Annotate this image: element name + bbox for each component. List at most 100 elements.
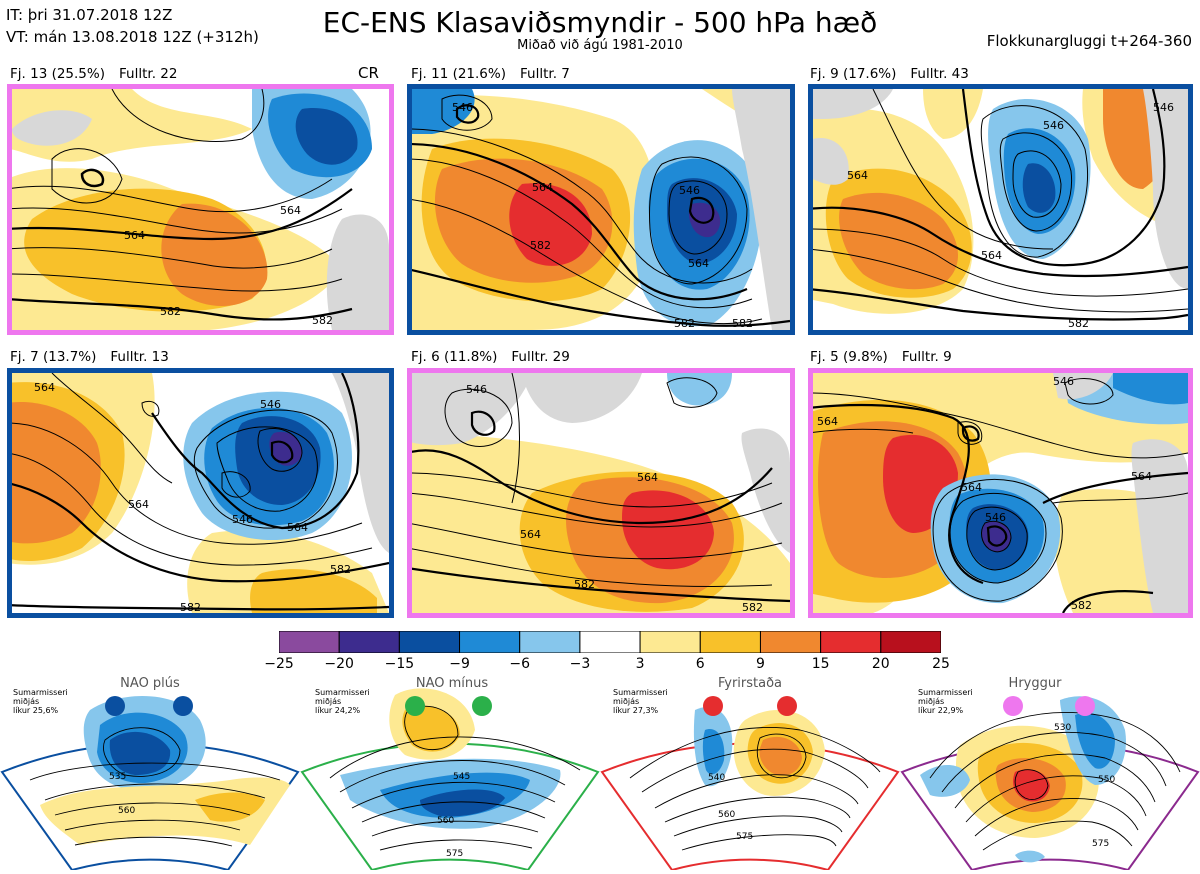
cluster-map-panel-3: 564 546 564 582 546 (808, 84, 1193, 335)
anomaly-map-3: 564 546 564 582 546 (813, 89, 1188, 330)
contour-label: 564 (34, 381, 55, 394)
colorbar-tick-label: 6 (695, 656, 705, 672)
regime-dot (1075, 696, 1095, 716)
colorbar-swatch (579, 630, 641, 654)
cluster-map-panel-5: 546 564 564 582 582 (407, 368, 795, 618)
colorbar-tick-label: 9 (755, 656, 765, 672)
contour-label: 535 (109, 772, 126, 782)
page-subtitle: Miðað við ágú 1981-2010 (517, 38, 683, 53)
panel-3-label: Fj. 9 (17.6%) Fulltr. 43 (810, 66, 969, 82)
regime-title: Fyrirstaða (717, 676, 783, 691)
regime-dot (1003, 696, 1023, 716)
contour-label: 582 (674, 317, 695, 330)
contour-label: 546 (1043, 119, 1064, 132)
colorbar-swatch (880, 630, 942, 654)
header-times: IT: þri 31.07.2018 12Z VT: mán 13.08.201… (6, 4, 259, 48)
climate-regime-blocking: 540 560 575 Fyrirstaða Sumarmisseri miðj… (600, 660, 900, 872)
contour-label: 545 (453, 772, 470, 782)
regime-info: Sumarmisseri miðjás líkur 25,6% (13, 688, 68, 715)
colorbar-swatch (338, 630, 400, 654)
contour-label: 582 (160, 305, 181, 318)
anomaly-map-6: 564 546 564 546 564 582 (813, 373, 1188, 613)
colorbar-swatch (459, 630, 521, 654)
panel-6-label: Fj. 5 (9.8%) Fulltr. 9 (810, 349, 952, 365)
contour-label: 575 (446, 849, 463, 859)
contour-label: 546 (985, 511, 1006, 524)
colorbar-swatches (278, 630, 942, 654)
panel-4-label: Fj. 7 (13.7%) Fulltr. 13 (10, 349, 169, 365)
colorbar-tick-label: −9 (449, 656, 470, 672)
contour-label: 564 (817, 415, 838, 428)
regime-dot (472, 696, 492, 716)
contour-label: 582 (1068, 317, 1089, 330)
climate-regime-ridge: 530 550 575 Hryggur Sumarmisseri miðjás … (900, 660, 1200, 872)
cluster-map-panel-6: 564 546 564 546 564 582 (808, 368, 1193, 618)
colorbar-tick-label: 20 (871, 656, 890, 672)
contour-label: 582 (732, 317, 753, 330)
regime-dot (173, 696, 193, 716)
regime-dot (405, 696, 425, 716)
contour-label: 564 (124, 229, 145, 242)
colorbar-swatch (278, 630, 340, 654)
cluster-map-panel-4: 564 546 564 546 564 582 582 (7, 368, 394, 618)
colorbar-tick-label: −25 (264, 656, 294, 672)
contour-label: 564 (287, 521, 308, 534)
regime-dot (105, 696, 125, 716)
classification-window: Flokkunargluggi t+264-360 (986, 32, 1192, 50)
contour-label: 564 (520, 528, 541, 541)
anomaly-map-1: 564 564 582 582 (12, 89, 389, 330)
colorbar-tick-label: −20 (324, 656, 354, 672)
contour-label: 546 (452, 101, 473, 114)
contour-label: 564 (847, 169, 868, 182)
regime-info: Sumarmisseri miðjás líkur 27,3% (613, 688, 668, 715)
anomaly-map-4: 564 546 564 546 564 582 582 (12, 373, 389, 613)
contour-label: 582 (180, 601, 201, 613)
contour-label: 582 (530, 239, 551, 252)
climate-regime-nao-minus: 545 560 575 NAO mínus Sumarmisseri miðjá… (300, 660, 600, 872)
contour-label: 546 (1153, 101, 1174, 114)
anomaly-map-2: 546 564 582 546 564 582 582 (412, 89, 790, 330)
contour-label: 564 (688, 257, 709, 270)
contour-label: 564 (532, 181, 553, 194)
contour-label: 582 (1071, 599, 1092, 612)
initial-time: IT: þri 31.07.2018 12Z (6, 6, 173, 24)
contour-label: 564 (637, 471, 658, 484)
valid-time: VT: mán 13.08.2018 12Z (+312h) (6, 28, 259, 46)
panel-1-tag: CR (358, 64, 379, 82)
contour-label: 546 (679, 184, 700, 197)
colorbar-tick-label: −15 (384, 656, 415, 672)
colorbar-tick-label: 25 (932, 656, 950, 672)
panel-2-label: Fj. 11 (21.6%) Fulltr. 7 (411, 66, 570, 82)
colorbar-swatch (639, 630, 701, 654)
cluster-map-panel-1: 564 564 582 582 (7, 84, 394, 335)
regime-map-nao-minus: 545 560 575 (300, 688, 600, 872)
regime-map-ridge: 530 550 575 (900, 696, 1200, 872)
contour-label: 575 (1092, 839, 1109, 849)
regime-title: Hryggur (1008, 676, 1062, 691)
contour-label: 550 (1098, 775, 1115, 785)
regime-dot (777, 696, 797, 716)
colorbar-swatch (820, 630, 882, 654)
contour-label: 564 (280, 204, 301, 217)
contour-label: 546 (466, 383, 487, 396)
contour-label: 575 (736, 832, 753, 842)
contour-label: 560 (437, 816, 454, 826)
colorbar-swatch (398, 630, 461, 654)
contour-label: 582 (742, 601, 763, 613)
regime-info: Sumarmisseri miðjás líkur 22,9% (918, 688, 973, 715)
panel-1-label: Fj. 13 (25.5%) Fulltr. 22 (10, 66, 178, 82)
contour-label: 564 (1131, 470, 1152, 483)
contour-label: 530 (1054, 723, 1071, 733)
contour-label: 560 (118, 806, 135, 816)
climate-regime-nao-plus: 535 560 NAO plús Sumarmisseri miðjás lík… (0, 660, 300, 872)
panel-5-label: Fj. 6 (11.8%) Fulltr. 29 (411, 349, 570, 365)
regime-dot (703, 696, 723, 716)
contour-label: 546 (232, 513, 253, 526)
contour-label: 560 (718, 810, 735, 820)
colorbar-tick-label: 15 (811, 656, 830, 672)
colorbar-swatch (699, 630, 761, 654)
contour-label: 540 (708, 773, 725, 783)
contour-label: 582 (330, 563, 351, 576)
regime-map-nao-plus: 535 560 (0, 696, 300, 872)
regime-title: NAO plús (120, 676, 180, 691)
